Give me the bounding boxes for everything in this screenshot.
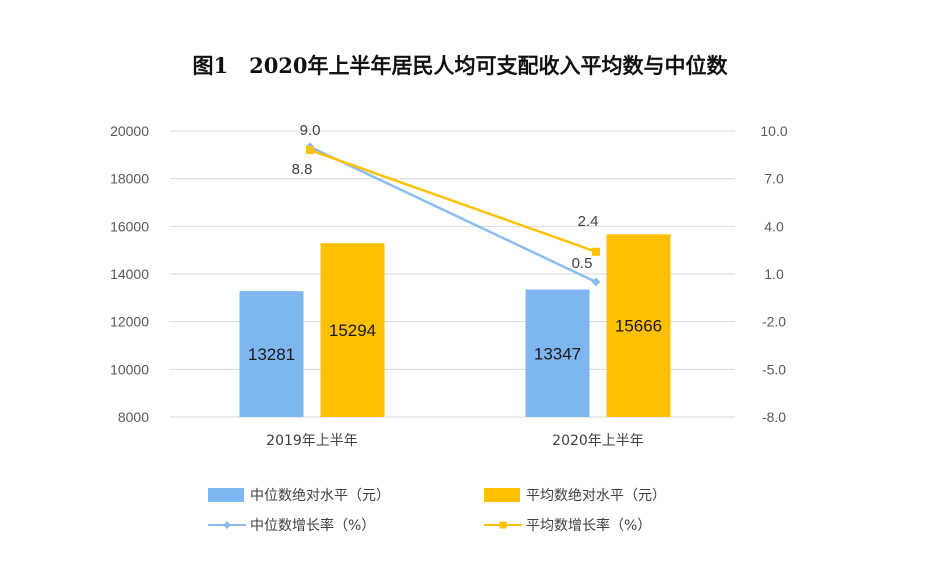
left-axis-tick-label: 16000 xyxy=(110,218,149,234)
line-value-label: 2.4 xyxy=(578,213,599,230)
right-axis-tick-label: 10.0 xyxy=(760,123,787,139)
right-axis-tick-label: 1.0 xyxy=(764,266,784,282)
bar-layer xyxy=(239,234,671,417)
left-axis-tick-label: 20000 xyxy=(110,123,149,139)
right-axis-tick-label: -8.0 xyxy=(762,409,786,425)
bar-value-label: 15666 xyxy=(615,317,662,336)
right-axis-tick-label: -2.0 xyxy=(762,314,786,330)
line-value-label: 8.8 xyxy=(292,161,313,178)
line-series xyxy=(309,145,597,284)
bar-value-label: 15294 xyxy=(329,321,376,340)
bar xyxy=(606,234,671,417)
x-axis-category-label: 2020年上半年 xyxy=(552,433,644,449)
right-axis-tick-label: 4.0 xyxy=(764,218,784,234)
bar xyxy=(320,243,385,417)
legend-label: 平均数绝对水平（元） xyxy=(526,488,666,504)
left-axis-tick-label: 18000 xyxy=(110,171,149,187)
left-axis-tick-label: 14000 xyxy=(110,266,149,282)
line-marker xyxy=(306,146,314,155)
bar xyxy=(525,289,590,417)
legend-label: 平均数增长率（%） xyxy=(526,517,651,534)
right-axis-tick-label: 7.0 xyxy=(764,171,784,187)
label-layer: 13281 13347 15294 15666 9.0 0.5 8.8 2.4 xyxy=(248,122,662,364)
line-marker xyxy=(592,247,600,256)
left-axis-tick-label: 10000 xyxy=(110,361,149,377)
legend-swatch xyxy=(208,488,244,502)
right-axis-tick-label: -5.0 xyxy=(762,361,786,377)
legend-marker xyxy=(499,521,507,529)
bar xyxy=(239,291,304,417)
line-value-label: 9.0 xyxy=(300,122,321,139)
line-layer xyxy=(305,142,601,287)
line-series xyxy=(309,148,597,253)
line-marker xyxy=(591,277,601,287)
line-value-label: 0.5 xyxy=(572,255,593,272)
legend-swatch xyxy=(484,488,520,502)
bar-value-label: 13281 xyxy=(248,345,295,364)
axis-layer: 8000 10000 12000 14000 16000 18000 20000 -8.0 -5… xyxy=(110,123,788,449)
left-axis-tick-label: 12000 xyxy=(110,314,149,330)
legend: 中位数绝对水平（元） 平均数绝对水平（元） 中位数增长率（%） 平均数增长率（%） xyxy=(208,488,666,534)
bar-value-label: 13347 xyxy=(534,344,581,363)
x-axis-category-label: 2019年上半年 xyxy=(266,433,358,449)
legend-label: 中位数绝对水平（元） xyxy=(250,488,390,504)
legend-marker xyxy=(223,521,231,529)
legend-label: 中位数增长率（%） xyxy=(250,517,375,534)
chart-title: 图1 2020年上半年居民人均可支配收入平均数与中位数 xyxy=(192,53,728,78)
left-axis-tick-label: 8000 xyxy=(118,409,149,425)
